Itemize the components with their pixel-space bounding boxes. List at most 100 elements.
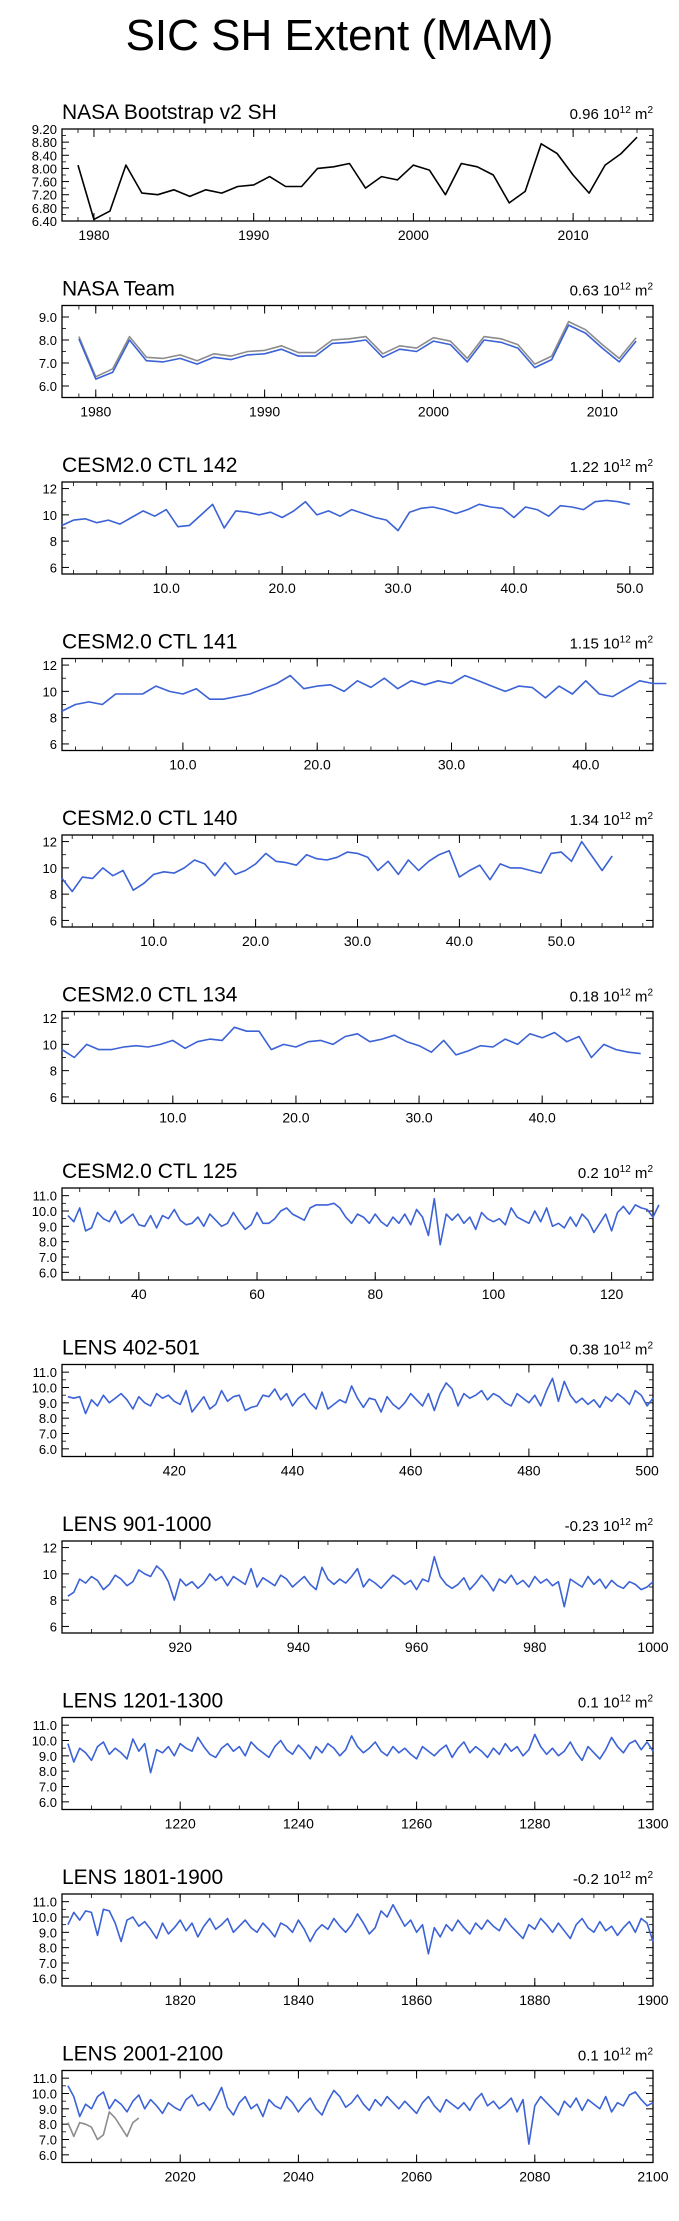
x-tick-label: 1260 xyxy=(401,1816,432,1832)
trend-exponent: 12 xyxy=(620,1694,632,1705)
y-tick-label: 8.0 xyxy=(39,1764,57,1779)
trend-label: 0.63 1012 m2 xyxy=(570,282,654,300)
y-tick-label: 12 xyxy=(43,1011,57,1026)
panel-8: LENS 402-501 0.38 1012 m2 420 440 460 480 500 6… xyxy=(32,1337,659,1479)
x-tick-label: 1990 xyxy=(249,404,280,420)
y-tick-label: 12 xyxy=(43,658,57,673)
y-tick-label: 10.0 xyxy=(32,1910,57,1925)
trend-value: -0.2 10 xyxy=(573,1871,620,1888)
y-tick-label: 6.40 xyxy=(32,214,57,229)
trend-exponent: 12 xyxy=(620,811,632,822)
x-tick-label: 480 xyxy=(517,1463,541,1479)
y-tick-label: 11.0 xyxy=(33,1189,57,1204)
plot-frame xyxy=(61,1540,654,1634)
trend-value: 1.34 10 xyxy=(570,812,620,829)
trend-unit-exponent: 2 xyxy=(647,458,653,469)
x-tick-label: 1300 xyxy=(637,1816,668,1832)
x-tick-label: 1880 xyxy=(519,1992,550,2008)
y-tick-label: 6 xyxy=(50,1090,57,1105)
series-line-ctl-140 xyxy=(61,840,613,893)
series-line-nasa-bootstrap-v2 xyxy=(77,136,638,221)
x-tick-label: 2080 xyxy=(519,2169,550,2185)
x-tick-label: 10.0 xyxy=(140,933,167,949)
y-tick-label: 10.0 xyxy=(32,1381,57,1396)
trend-unit: m xyxy=(631,1342,648,1359)
x-tick-label: 1240 xyxy=(283,1816,314,1832)
trend-label: 0.2 1012 m2 xyxy=(578,1164,654,1182)
panel-11: LENS 1801-1900 -0.2 1012 m2 1820 1840 1860 18… xyxy=(32,1866,669,2008)
panel-1: NASA Bootstrap v2 SH 0.96 1012 m2 1980 1990… xyxy=(32,101,654,243)
y-tick-label: 9.0 xyxy=(39,2102,57,2117)
trend-value: 0.2 10 xyxy=(578,1165,620,1182)
x-tick-label: 20.0 xyxy=(242,933,269,949)
x-tick-label: 500 xyxy=(635,1463,659,1479)
y-tick-label: 8 xyxy=(50,887,57,902)
trend-unit-exponent: 2 xyxy=(647,811,653,822)
trend-exponent: 12 xyxy=(620,635,632,646)
x-tick-label: 30.0 xyxy=(438,757,465,773)
trend-unit-exponent: 2 xyxy=(647,1164,653,1175)
y-tick-label: 9.0 xyxy=(39,1749,57,1764)
x-tick-label: 960 xyxy=(405,1639,429,1655)
trend-unit-exponent: 2 xyxy=(647,282,653,293)
series-line-nasa-team-alt- xyxy=(78,320,637,378)
series-line-ctl-125 xyxy=(67,1197,660,1246)
trend-unit: m xyxy=(631,106,648,123)
y-tick-label: 8 xyxy=(50,534,57,549)
y-tick-label: 6 xyxy=(50,560,57,575)
x-tick-label: 1860 xyxy=(401,1992,432,2008)
panel-title: NASA Team xyxy=(62,278,175,301)
x-tick-label: 1840 xyxy=(283,1992,314,2008)
x-tick-label: 30.0 xyxy=(405,1110,432,1126)
y-tick-label: 8 xyxy=(50,1593,57,1608)
trend-exponent: 12 xyxy=(620,1517,632,1528)
trend-unit-exponent: 2 xyxy=(647,988,653,999)
x-tick-label: 40.0 xyxy=(446,933,473,949)
y-tick-label: 7.0 xyxy=(39,1780,57,1795)
trend-unit-exponent: 2 xyxy=(647,1341,653,1352)
x-tick-label: 440 xyxy=(281,1463,305,1479)
panel-title: LENS 901-1000 xyxy=(62,1513,211,1536)
x-tick-label: 2010 xyxy=(587,404,618,420)
x-tick-label: 1980 xyxy=(80,404,111,420)
trend-unit: m xyxy=(631,2048,648,2065)
panel-title: CESM2.0 CTL 134 xyxy=(62,984,238,1007)
trend-label: 1.15 1012 m2 xyxy=(570,635,654,653)
trend-exponent: 12 xyxy=(620,1164,632,1175)
trend-value: 1.22 10 xyxy=(570,459,620,476)
trend-value: -0.23 10 xyxy=(565,1518,620,1535)
y-tick-label: 8.0 xyxy=(39,1411,57,1426)
x-tick-label: 50.0 xyxy=(616,580,643,596)
y-tick-label: 7.60 xyxy=(32,175,57,190)
trend-value: 1.15 10 xyxy=(570,636,620,653)
x-tick-label: 20.0 xyxy=(282,1110,309,1126)
x-tick-label: 10.0 xyxy=(153,580,180,596)
y-tick-label: 6.0 xyxy=(39,1795,57,1810)
trend-exponent: 12 xyxy=(620,2047,632,2058)
trend-label: 1.34 1012 m2 xyxy=(570,811,654,829)
panel-title: LENS 1801-1900 xyxy=(62,1866,223,1889)
y-tick-label: 8.0 xyxy=(39,2117,57,2132)
x-tick-label: 80 xyxy=(367,1286,383,1302)
trend-label: 0.38 1012 m2 xyxy=(570,1341,654,1359)
x-tick-label: 1220 xyxy=(165,1816,196,1832)
plot-frame xyxy=(61,1716,654,1811)
x-tick-label: 40.0 xyxy=(572,757,599,773)
x-tick-label: 2040 xyxy=(283,2169,314,2185)
x-tick-label: 2020 xyxy=(165,2169,196,2185)
trend-value: 0.38 10 xyxy=(570,1342,620,1359)
y-tick-label: 9.0 xyxy=(39,1925,57,1940)
plot-frame xyxy=(61,481,654,575)
series-line-lens-901-1000 xyxy=(67,1556,654,1608)
x-tick-label: 40.0 xyxy=(500,580,527,596)
y-tick-label: 8 xyxy=(50,711,57,726)
x-tick-label: 460 xyxy=(399,1463,423,1479)
y-tick-label: 9.0 xyxy=(39,1219,57,1234)
trend-exponent: 12 xyxy=(620,458,632,469)
